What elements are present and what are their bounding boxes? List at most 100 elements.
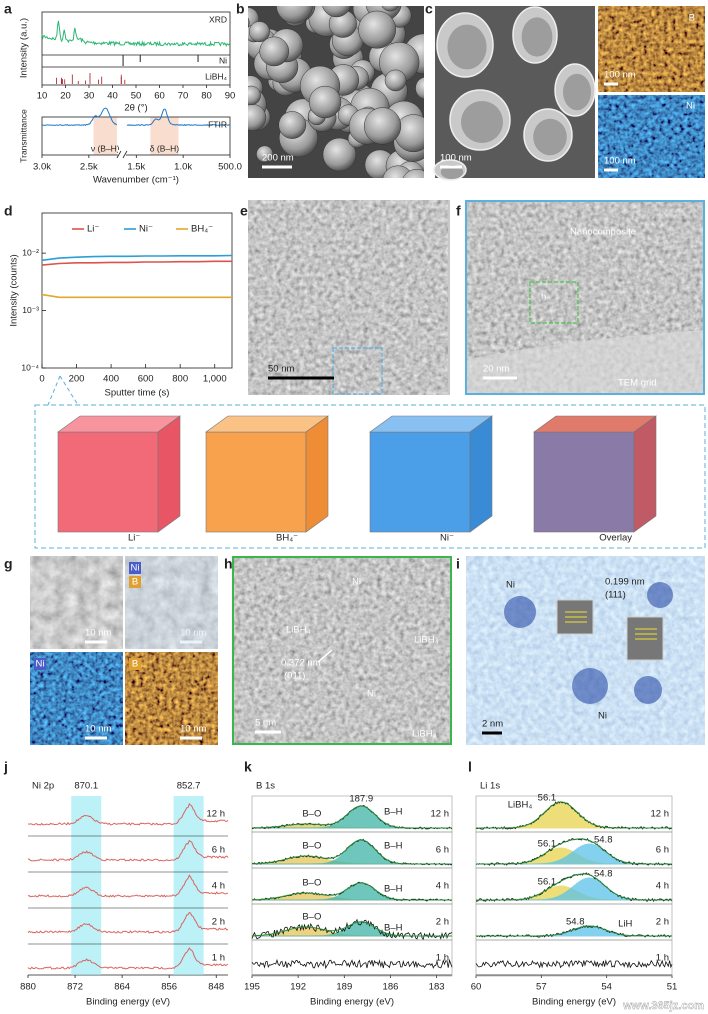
annotation: Ni	[506, 580, 515, 591]
image-border	[465, 200, 705, 395]
x-tick-label: 1.5k	[127, 162, 145, 173]
nanoparticle	[572, 668, 608, 704]
axis-title: Binding energy (eV)	[310, 997, 394, 1008]
scale-label: 20 nm	[483, 364, 509, 375]
tem-texture	[248, 200, 448, 395]
fit-envelope	[251, 839, 452, 865]
component-label: B–H	[384, 807, 403, 818]
ftir-curve	[126, 108, 230, 127]
scale-label: 5 nm	[255, 718, 276, 729]
x-tick-label: 880	[20, 982, 36, 993]
particle	[384, 69, 407, 92]
time-label: 12 h	[431, 809, 450, 820]
fit-envelope	[251, 921, 452, 937]
annotation: (111)	[605, 590, 626, 601]
ftir-curve	[41, 107, 117, 126]
y-tick-label: 10⁻²	[22, 247, 39, 257]
spectrum	[251, 958, 453, 970]
peak-label: 870.1	[74, 781, 98, 792]
cube-side	[469, 415, 493, 533]
hrtem-image	[466, 556, 705, 745]
peak-label: 54.8	[594, 835, 613, 846]
tag: XRD	[209, 14, 227, 24]
scale-label: 2 nm	[482, 719, 503, 730]
legend-label: Li⁻	[87, 224, 99, 235]
cube-label: Li⁻	[128, 533, 140, 544]
x-tick-label: 864	[114, 982, 130, 993]
time-label: 6 h	[212, 845, 225, 856]
x-tick-label: 3.0k	[33, 162, 51, 173]
cube-front	[57, 431, 159, 533]
x-tick-label: 1,000	[203, 374, 227, 385]
particle	[381, 6, 399, 12]
cube-front	[533, 431, 635, 533]
x-tick-label: 195	[244, 982, 260, 993]
x-tick-label: 40	[107, 91, 118, 102]
scale-label: 100 nm	[440, 153, 472, 164]
fit-envelope	[476, 838, 672, 865]
axis-break	[122, 150, 128, 159]
ftir-frame	[41, 116, 231, 156]
x-tick-label: 400	[103, 374, 119, 385]
panel-label: h	[224, 556, 233, 572]
peak-label: 56.1	[538, 793, 557, 804]
peak-label: 56.1	[538, 839, 557, 850]
tag-box	[129, 562, 141, 574]
fit-envelope	[476, 873, 672, 901]
band-shade	[150, 117, 179, 155]
particle-core	[533, 118, 567, 156]
panel-label: j	[3, 759, 8, 775]
peak-band	[173, 796, 204, 975]
cube-front	[205, 431, 307, 533]
time-label: 2 h	[656, 917, 669, 928]
scale-label: 10 nm	[85, 628, 111, 639]
time-label: 4 h	[436, 881, 449, 892]
tag-box	[129, 576, 141, 588]
x-tick-label: 1.0k	[174, 162, 192, 173]
eds-map-ni	[598, 95, 705, 178]
series-line	[41, 254, 233, 262]
x-tick-label: 10	[37, 91, 48, 102]
scale-label: 100 nm	[604, 70, 636, 81]
nanoparticle	[647, 582, 673, 608]
annotation: 0.372 nm	[281, 658, 321, 669]
legend-label: BH₄⁻	[191, 224, 213, 235]
cube-front	[369, 431, 471, 533]
component-label: LiH	[618, 919, 632, 930]
particle-core	[563, 73, 591, 111]
particle	[322, 137, 357, 172]
row-frame	[475, 939, 673, 977]
peak-label: 54.8	[566, 917, 585, 928]
xrd-frame	[41, 11, 231, 86]
particle	[358, 10, 397, 49]
panel-label: d	[4, 203, 13, 219]
panel-label: e	[240, 203, 248, 219]
x-tick-label: 200	[69, 374, 85, 385]
spectrum	[27, 839, 229, 862]
fit-envelope	[252, 882, 452, 901]
tag: Nanocomposite	[570, 227, 636, 238]
scale-label: 50 nm	[268, 364, 294, 375]
component-label: B–O	[302, 878, 321, 889]
nanoparticle	[634, 676, 662, 704]
spectrum	[475, 959, 673, 969]
axis-title: Transmittance	[18, 109, 28, 163]
particle	[248, 85, 261, 106]
particle	[248, 21, 270, 43]
time-label: 12 h	[207, 809, 226, 820]
panel-label: f	[456, 203, 461, 219]
panel-label: a	[4, 1, 12, 17]
axis-break	[117, 150, 126, 159]
zoom-box	[332, 347, 383, 395]
particle	[276, 6, 313, 24]
particle-core	[461, 101, 503, 143]
particle	[248, 17, 250, 28]
x-tick-label: 51	[667, 982, 678, 993]
series-line	[41, 260, 232, 266]
band-label: δ (B–H)	[150, 143, 179, 153]
fit-envelope	[476, 801, 672, 829]
x-tick-label: 600	[138, 374, 154, 385]
cube-label: Overlay	[599, 533, 632, 544]
